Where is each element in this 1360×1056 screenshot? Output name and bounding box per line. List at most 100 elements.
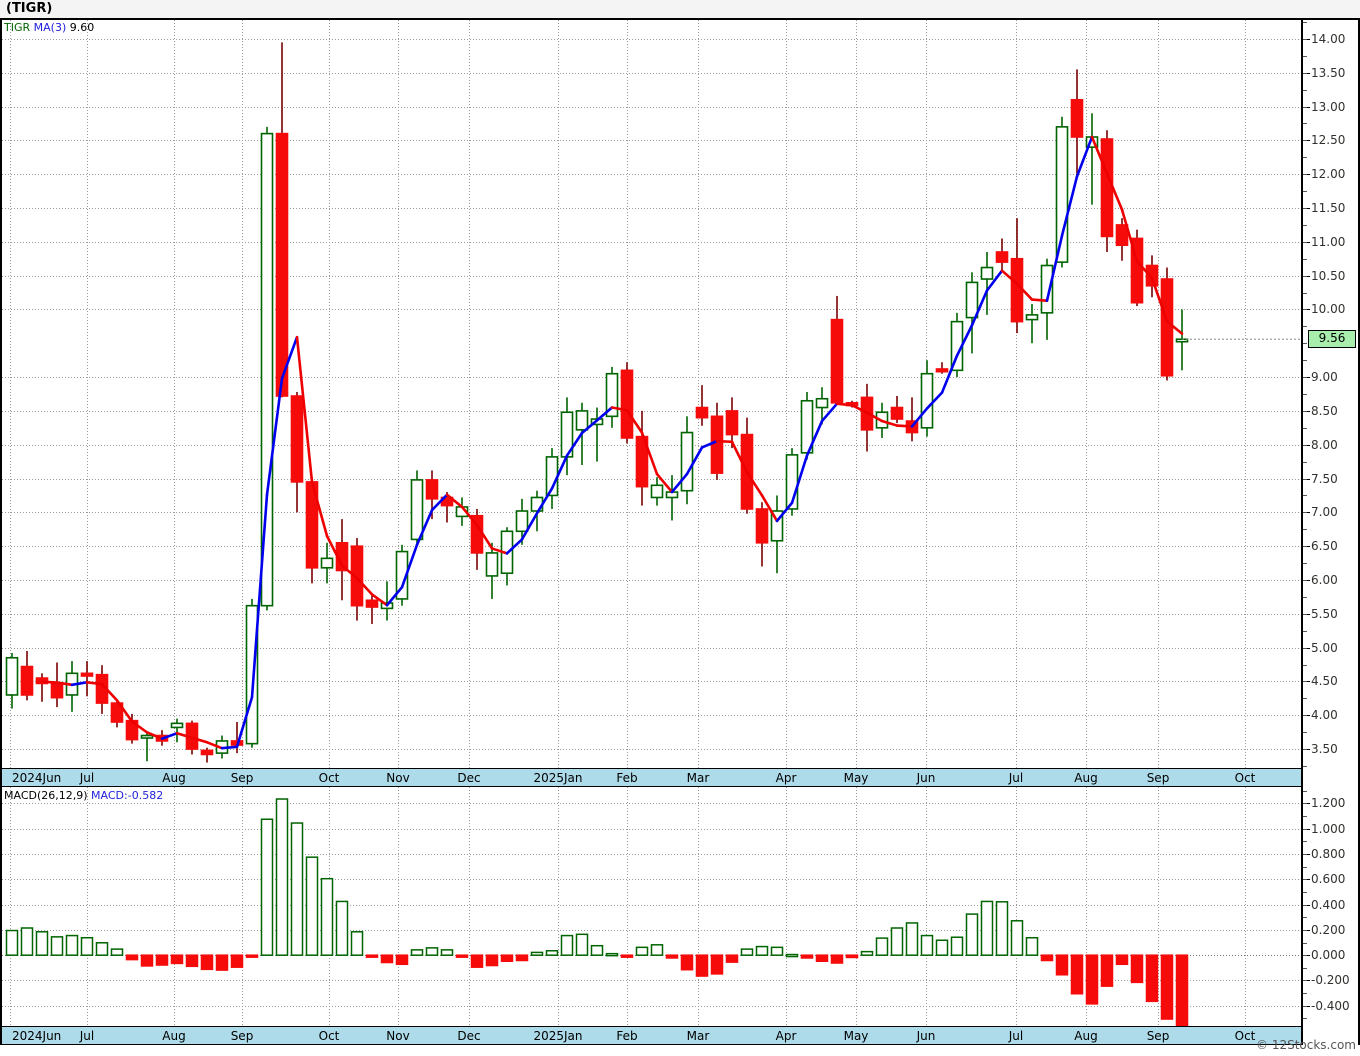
- ma-line-segment: [115, 699, 134, 723]
- price-tick-label: 11.50: [1311, 201, 1346, 215]
- date-axis-label: Mar: [686, 1029, 710, 1043]
- ma-line-segment: [445, 493, 464, 509]
- price-minor-tick: [1303, 326, 1307, 328]
- macd-chart-panel[interactable]: [0, 787, 1303, 1026]
- macd-histogram-bar: [515, 954, 529, 962]
- date-axis-top-pad: [1303, 768, 1360, 787]
- macd-histogram-bar: [260, 818, 274, 956]
- candle-body: [50, 681, 64, 699]
- price-tick-label: 7.50: [1311, 471, 1338, 486]
- ma-line-segment: [325, 534, 344, 567]
- legend-symbol: TIGR: [4, 21, 31, 34]
- price-minor-tick: [1303, 89, 1307, 91]
- macd-histogram-bar: [1145, 954, 1159, 1003]
- macd-minor-tick: [1303, 866, 1307, 868]
- macd-minor-tick: [1303, 955, 1307, 957]
- price-minor-tick: [1303, 512, 1307, 514]
- macd-histogram-bar: [170, 954, 184, 965]
- candle-body: [245, 604, 259, 745]
- date-axis-label: Jun: [916, 1029, 936, 1043]
- price-minor-tick: [1303, 360, 1307, 362]
- ma-line-segment: [760, 494, 779, 523]
- candle-body: [170, 722, 184, 729]
- ma-line-segment: [505, 538, 524, 555]
- price-tick-label: 12.50: [1311, 133, 1346, 148]
- macd-gridline-h: [2, 854, 1301, 856]
- date-axis-label: 2024Jun: [12, 771, 62, 785]
- ma-line-segment: [40, 680, 59, 684]
- macd-tick-label: 0.200: [1311, 922, 1346, 937]
- macd-histogram-bar: [545, 950, 559, 956]
- macd-histogram-bar: [1100, 954, 1114, 987]
- candle-body: [635, 435, 649, 488]
- ma-line-segment: [610, 406, 629, 412]
- price-y-axis: 9.56 14.00 13.50 13.00 12.50 12.00 11.50 11.00…: [1303, 20, 1360, 768]
- gridline-v: [786, 20, 787, 768]
- macd-histogram-bar: [5, 929, 19, 956]
- macd-histogram-bar: [695, 954, 709, 977]
- date-axis-label: Sep: [230, 1029, 254, 1043]
- price-minor-tick: [1303, 224, 1307, 226]
- price-tick-label: 3.50: [1311, 742, 1338, 757]
- price-minor-tick: [1303, 715, 1307, 717]
- gridline-h: [2, 715, 1301, 717]
- macd-histogram-bar: [575, 933, 589, 956]
- candle-body: [755, 508, 769, 544]
- macd-minor-tick: [1303, 929, 1307, 931]
- ma-line-segment: [475, 523, 494, 550]
- gridline-v: [856, 20, 857, 768]
- price-minor-tick: [1303, 258, 1307, 260]
- current-price-badge: 9.56: [1308, 330, 1356, 349]
- gridline-v: [174, 20, 175, 768]
- gridline-h: [2, 647, 1301, 649]
- price-minor-tick: [1303, 698, 1307, 700]
- ma-line-segment: [130, 720, 149, 734]
- macd-minor-tick: [1303, 1018, 1307, 1020]
- candle-body: [980, 266, 994, 280]
- macd-histogram-bar: [530, 951, 544, 956]
- macd-histogram-bar: [440, 949, 454, 956]
- price-minor-tick: [1303, 208, 1307, 209]
- gridline-v: [558, 20, 559, 768]
- price-chart-panel[interactable]: [0, 20, 1303, 768]
- macd-minor-tick: [1303, 967, 1307, 969]
- ma-line-segment: [190, 736, 209, 744]
- macd-histogram-bar: [860, 950, 874, 956]
- price-minor-tick: [1303, 241, 1307, 243]
- date-axis-label: Feb: [616, 1029, 638, 1043]
- date-axis-label: May: [843, 1029, 869, 1043]
- date-axis-label: Nov: [386, 1029, 410, 1043]
- candle-body: [275, 132, 289, 397]
- date-axis-label: Jul: [1008, 1029, 1024, 1043]
- price-tick-label: 13.00: [1311, 99, 1346, 114]
- date-axis-label: Dec: [457, 771, 481, 785]
- candle-body: [110, 702, 124, 723]
- price-tick-label: 7.00: [1311, 505, 1338, 520]
- candle-body: [1100, 138, 1114, 238]
- gridline-v: [87, 20, 88, 768]
- macd-histogram-bar: [605, 952, 619, 957]
- macd-histogram-bar: [725, 954, 739, 963]
- macd-histogram-bar: [935, 939, 949, 956]
- ma-line-segment: [565, 431, 584, 457]
- price-tick-label: 4.00: [1311, 708, 1338, 723]
- macd-histogram-bar: [1130, 954, 1144, 984]
- macd-histogram-bar: [395, 954, 409, 966]
- date-axis-label: Aug: [162, 771, 186, 785]
- price-tick-label: 11.00: [1311, 234, 1346, 249]
- candle-body: [5, 656, 19, 696]
- ma-line-segment: [1060, 175, 1079, 238]
- candle-body: [1115, 224, 1129, 247]
- ma-line-segment: [550, 454, 569, 490]
- macd-minor-tick: [1303, 1005, 1307, 1007]
- candle-body: [890, 406, 904, 420]
- gridline-v: [398, 20, 399, 768]
- macd-minor-tick: [1303, 891, 1307, 893]
- gridline-h: [2, 579, 1301, 581]
- macd-y-axis: 1.200 1.000 0.800 0.600 0.400 0.200 0.000 -0.20…: [1303, 787, 1360, 1026]
- macd-histogram-bar: [455, 954, 469, 958]
- macd-gridline-v: [1245, 787, 1246, 1026]
- gridline-h: [2, 546, 1301, 548]
- macd-gridline-v: [926, 787, 927, 1026]
- macd-histogram-bar: [380, 954, 394, 964]
